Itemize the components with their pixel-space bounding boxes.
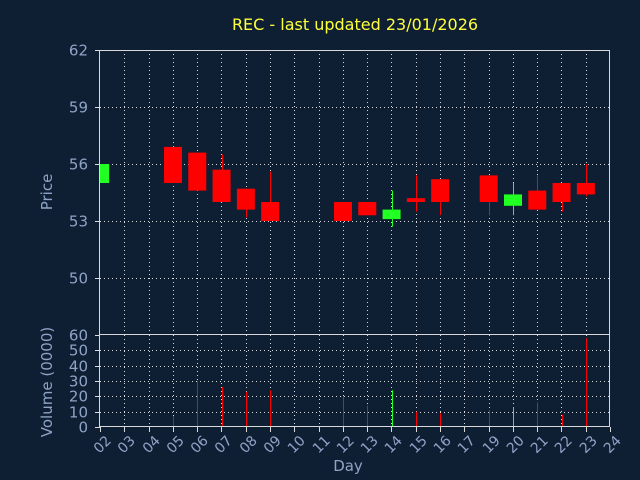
x-tick-label: 13 (358, 433, 382, 457)
chart-title: REC - last updated 23/01/2026 (232, 15, 478, 34)
price-y-ticks: 50 53 56 59 62 (69, 42, 100, 288)
x-tick-label: 20 (504, 433, 528, 457)
x-ticks: 02 03 04 05 06 07 08 09 10 11 12 13 14 15 16 17 19 20 21 22… (91, 427, 625, 457)
price-tick-label: 59 (69, 99, 88, 117)
x-tick-label: 15 (407, 433, 431, 457)
candle-body (261, 202, 280, 221)
volume-tick-label: 20 (69, 388, 88, 406)
candle-body (212, 169, 231, 202)
price-tick-label: 50 (69, 270, 88, 288)
x-tick-label: 23 (577, 433, 601, 457)
volume-axis-label: Volume (0000) (38, 327, 56, 437)
x-tick-label: 03 (115, 433, 139, 457)
candle-body (358, 202, 377, 216)
candle-body (334, 202, 352, 221)
price-grid (100, 50, 610, 335)
candle-body (528, 190, 547, 210)
x-tick-label: 10 (285, 433, 309, 457)
x-tick-label: 21 (528, 433, 552, 457)
x-tick-label: 07 (212, 433, 236, 457)
candle-body (164, 146, 182, 183)
x-tick-label: 24 (601, 433, 625, 457)
candle-body (431, 179, 450, 202)
price-tick-label: 62 (69, 42, 88, 60)
volume-tick-label: 50 (69, 342, 88, 360)
x-tick-label: 09 (261, 433, 285, 457)
x-tick-label: 08 (237, 433, 261, 457)
price-tick-label: 56 (69, 156, 88, 174)
volume-grid (100, 335, 610, 427)
candlesticks (100, 146, 595, 227)
price-tick-label: 53 (69, 213, 88, 231)
candle-body (236, 188, 255, 210)
volume-bars (173, 338, 587, 427)
volume-tick-label: 30 (69, 373, 88, 391)
x-tick-label: 06 (188, 433, 212, 457)
x-axis-label: Day (333, 457, 363, 475)
volume-tick-label: 40 (69, 358, 88, 376)
x-tick-label: 16 (431, 433, 455, 457)
volume-panel-frame (99, 334, 610, 427)
candle-body (576, 183, 595, 195)
candle-body (100, 164, 110, 183)
x-tick-label: 12 (334, 433, 358, 457)
x-tick-label: 19 (480, 433, 504, 457)
x-tick-label: 22 (552, 433, 576, 457)
x-tick-label: 05 (164, 433, 188, 457)
volume-tick-label: 60 (69, 327, 88, 345)
candle-body (406, 198, 425, 202)
candle-body (382, 209, 401, 220)
x-tick-label: 14 (382, 433, 406, 457)
volume-tick-label: 0 (78, 419, 88, 437)
candle-body (188, 152, 207, 191)
x-tick-label: 02 (91, 433, 115, 457)
price-axis-label: Price (38, 174, 56, 211)
candle-body (479, 175, 498, 202)
candle-body (552, 183, 571, 202)
x-tick-label: 04 (140, 433, 164, 457)
candle-body (504, 194, 522, 206)
x-tick-label: 11 (310, 433, 334, 457)
volume-tick-label: 10 (69, 404, 88, 422)
x-tick-label: 17 (455, 433, 479, 457)
